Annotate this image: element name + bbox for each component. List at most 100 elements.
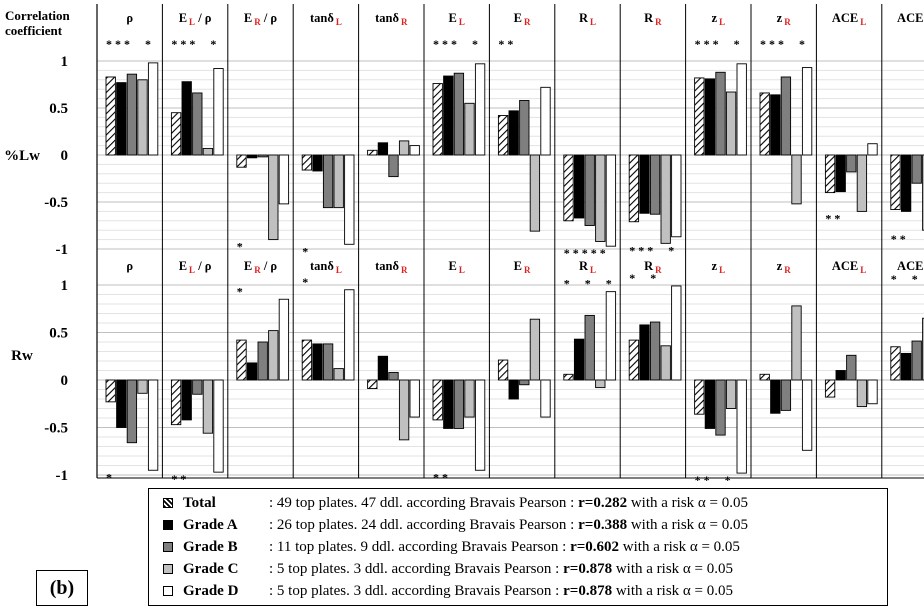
- bar: [508, 379, 519, 400]
- legend-swatch: [163, 498, 173, 508]
- legend-swatch: [163, 564, 173, 574]
- bar: [453, 379, 465, 429]
- bar: [563, 373, 574, 381]
- bar: [464, 102, 475, 156]
- corner-label: coefficient: [5, 23, 63, 38]
- bar: [846, 354, 857, 381]
- bar: [388, 154, 399, 178]
- bar: [443, 379, 454, 429]
- bar: [137, 79, 148, 156]
- bar: [257, 154, 268, 158]
- bar: [835, 154, 846, 193]
- significance-marker: * *: [433, 470, 448, 484]
- bar: [605, 154, 617, 247]
- bar: [497, 115, 509, 156]
- significance-marker: *: [302, 244, 308, 258]
- significance-marker: *: [237, 284, 243, 298]
- bar: [453, 72, 465, 156]
- bar: [192, 92, 203, 156]
- legend-description: : 5 top plates. 3 ddl. according Bravais…: [269, 561, 733, 577]
- significance-marker: * *: [629, 271, 656, 285]
- bar: [900, 154, 912, 212]
- bar: [639, 324, 650, 381]
- bar: [867, 379, 878, 405]
- bar: [301, 339, 313, 381]
- bar: [540, 379, 551, 418]
- bar: [715, 71, 726, 156]
- bar: [801, 67, 813, 156]
- bar: [508, 110, 519, 156]
- bar: [278, 298, 290, 381]
- bar: [301, 154, 313, 171]
- significance-marker: * * * *: [433, 37, 478, 51]
- bar: [137, 379, 148, 394]
- bar: [246, 362, 258, 381]
- bar: [278, 154, 290, 205]
- bar: [584, 314, 595, 381]
- significance-marker: * *: [891, 232, 906, 246]
- category-label: ACE L: [832, 259, 866, 275]
- bar: [246, 154, 258, 159]
- bar: [529, 154, 541, 232]
- y-tick-label: -1: [56, 468, 69, 484]
- bar: [890, 154, 901, 210]
- bar: [367, 149, 378, 156]
- category-label: tanδ R: [375, 259, 408, 275]
- bar: [333, 368, 344, 381]
- bar: [312, 343, 323, 381]
- bar: [333, 154, 344, 209]
- bar: [628, 154, 640, 223]
- significance-marker: * *: [498, 37, 513, 51]
- bar: [605, 291, 617, 381]
- bar: [529, 318, 541, 381]
- category-label: tanδ L: [310, 259, 342, 275]
- bar: [900, 352, 912, 381]
- bar: [540, 86, 551, 156]
- bar: [791, 154, 802, 205]
- bar: [202, 147, 214, 156]
- y-tick-label: 0: [61, 148, 69, 164]
- bar: [181, 379, 192, 421]
- bar: [268, 330, 279, 381]
- legend-name: Grade A: [183, 517, 238, 533]
- bar: [236, 154, 247, 168]
- bar: [584, 154, 595, 226]
- bar: [824, 154, 836, 194]
- bar: [835, 370, 846, 381]
- bar: [715, 379, 726, 436]
- bar: [388, 371, 399, 381]
- bar: [116, 379, 127, 428]
- bar: [181, 81, 192, 156]
- y-tick-label: -0.5: [44, 195, 68, 211]
- category-label: tanδ R: [375, 11, 408, 27]
- bar: [257, 341, 268, 381]
- bar: [573, 338, 585, 381]
- y-tick-label: 0.5: [49, 326, 68, 342]
- bar: [377, 355, 389, 381]
- bar: [398, 140, 410, 156]
- bar: [322, 154, 334, 209]
- bar: [563, 154, 574, 222]
- significance-marker: * * * * *: [564, 246, 606, 260]
- y-tick-label: -1: [56, 242, 69, 258]
- bar: [147, 379, 159, 471]
- bar: [126, 73, 138, 156]
- legend-description: : 49 top plates. 47 ddl. according Brava…: [269, 495, 748, 511]
- bar: [474, 63, 486, 156]
- bar: [911, 340, 922, 381]
- bar: [322, 343, 334, 381]
- legend-name: Grade B: [183, 539, 238, 555]
- bar: [649, 321, 661, 381]
- bar: [213, 68, 224, 156]
- legend-swatch: [163, 586, 173, 596]
